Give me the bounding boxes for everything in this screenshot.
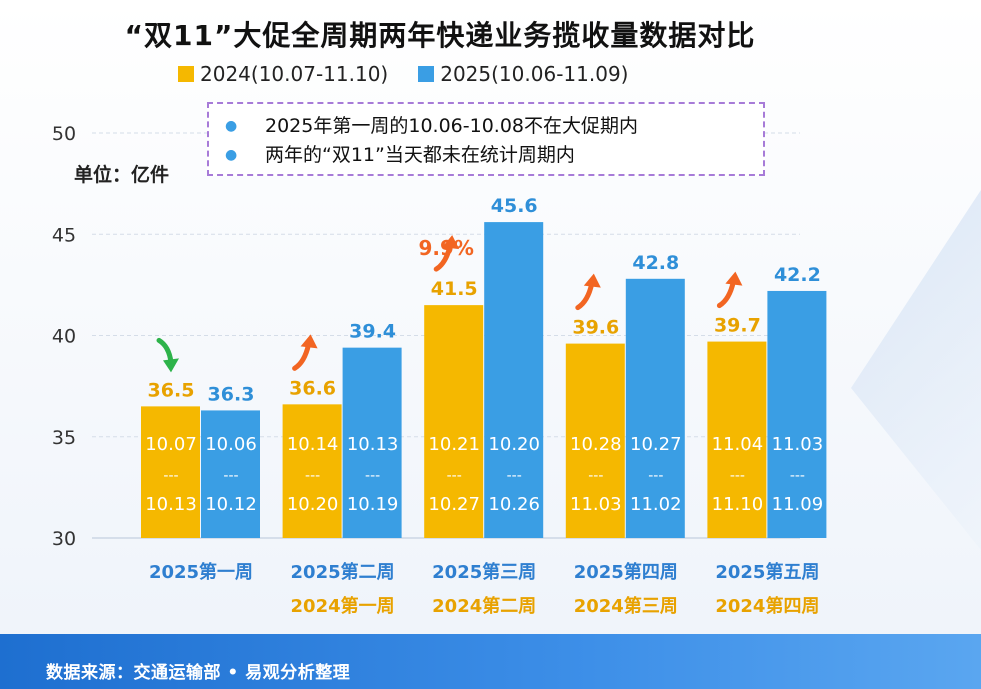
data-label: 41.5 <box>431 278 478 300</box>
period-label: --- <box>790 468 805 484</box>
data-label: 39.7 <box>714 315 761 337</box>
trend-up-arrow-icon <box>292 341 312 371</box>
period-label: 10.12 <box>205 494 257 515</box>
data-label: 39.6 <box>572 317 619 339</box>
footer-bar: 数据来源：交通运输部 • 易观分析整理 <box>0 634 981 689</box>
period-label: 10.13 <box>347 434 399 455</box>
bar-2025 <box>484 222 544 538</box>
chart-title: “双11”大促全周期两年快递业务揽收量数据对比 <box>124 19 756 52</box>
trend-up-arrow-icon <box>575 281 595 311</box>
period-label: --- <box>305 468 320 484</box>
period-label: 10.07 <box>145 434 197 455</box>
bar-2024 <box>424 305 484 538</box>
data-label: 42.2 <box>774 264 821 286</box>
period-label: --- <box>588 468 603 484</box>
period-label: --- <box>648 468 663 484</box>
period-label: 11.09 <box>772 494 824 515</box>
legend-label-2024: 2024(10.07-11.10) <box>200 62 389 86</box>
data-label: 45.6 <box>491 195 538 217</box>
note-line: ● 两年的“双11”当天都未在统计周期内 <box>225 141 763 170</box>
period-label: 11.03 <box>772 434 824 455</box>
legend-swatch-2024 <box>178 66 194 82</box>
x-category-label-2024: 2024第二周 <box>432 595 536 617</box>
legend-item-2024: 2024(10.07-11.10) <box>178 62 388 86</box>
data-label: 36.5 <box>148 379 195 401</box>
note-line: ● 2025年第一周的10.06-10.08不在大促期内 <box>225 112 763 141</box>
trend-down-arrow-icon <box>163 358 179 373</box>
period-label: 10.28 <box>570 434 622 455</box>
period-label: 10.20 <box>488 434 540 455</box>
period-label: 10.21 <box>428 434 480 455</box>
trend-up-arrow-icon <box>725 271 743 286</box>
trend-up-arrow-icon <box>300 334 318 349</box>
source-text: 数据来源：交通运输部 • 易观分析整理 <box>46 663 351 683</box>
x-category-label-2024: 2024第四周 <box>715 595 819 617</box>
trend-up-arrow-icon <box>583 273 601 288</box>
bullet-icon: ● <box>225 118 238 134</box>
period-label: 10.27 <box>428 494 480 515</box>
x-category-label-2025: 2025第四周 <box>574 561 678 583</box>
legend-item-2025: 2025(10.06-11.09) <box>418 62 628 86</box>
y-tick-label: 40 <box>52 326 76 348</box>
period-label: 10.06 <box>205 434 257 455</box>
y-tick-label: 30 <box>52 528 76 550</box>
period-label: --- <box>365 468 380 484</box>
period-label: --- <box>730 468 745 484</box>
x-category-label-2025: 2025第五周 <box>715 561 819 583</box>
data-label: 36.6 <box>289 377 336 399</box>
period-label: 10.13 <box>145 494 197 515</box>
period-label: 10.14 <box>287 434 339 455</box>
x-category-label-2025: 2025第二周 <box>291 561 395 583</box>
y-tick-label: 45 <box>52 224 76 246</box>
trend-up-arrow-icon <box>442 235 460 250</box>
period-label: --- <box>447 468 462 484</box>
bar-2024 <box>707 341 767 538</box>
trend-up-arrow-icon <box>716 279 736 309</box>
period-label: 10.19 <box>347 494 399 515</box>
period-label: 10.26 <box>488 494 540 515</box>
unit-label: 单位：亿件 <box>74 164 170 186</box>
trend-down-arrow-icon <box>156 337 174 365</box>
period-label: 10.20 <box>287 494 339 515</box>
growth-annotation: 9.9% <box>418 236 473 260</box>
period-label: 10.27 <box>630 434 682 455</box>
data-label: 39.4 <box>349 321 396 343</box>
period-label: 11.02 <box>630 494 682 515</box>
bar-2025 <box>342 347 402 538</box>
trend-up-arrow-icon <box>433 242 453 272</box>
note-text: 2025年第一周的10.06-10.08不在大促期内 <box>265 115 638 137</box>
bullet-icon: ● <box>225 147 238 163</box>
period-label: 11.03 <box>570 494 622 515</box>
bar-2024 <box>282 404 342 538</box>
period-label: --- <box>223 468 238 484</box>
data-label: 36.3 <box>208 383 255 405</box>
x-category-label-2025: 2025第三周 <box>432 561 536 583</box>
bar-2025 <box>625 278 685 538</box>
x-category-label-2024: 2024第三周 <box>574 595 678 617</box>
data-label: 42.8 <box>632 252 679 274</box>
bar-2025 <box>201 410 260 538</box>
period-label: --- <box>163 468 178 484</box>
bar-2025 <box>767 290 827 538</box>
period-label: --- <box>507 468 522 484</box>
x-category-label-2025: 2025第一周 <box>149 561 253 583</box>
note-box: ● 2025年第一周的10.06-10.08不在大促期内 ● 两年的“双11”当… <box>207 102 765 176</box>
legend-swatch-2025 <box>418 66 435 82</box>
legend-label-2025: 2025(10.06-11.09) <box>440 62 629 86</box>
x-category-label-2024: 2024第一周 <box>291 595 395 617</box>
legend: 2024(10.07-11.10) 2025(10.06-11.09) <box>178 62 628 86</box>
note-text: 两年的“双11”当天都未在统计周期内 <box>265 144 575 166</box>
bar-2024 <box>141 406 200 538</box>
y-tick-label: 50 <box>52 123 76 145</box>
period-label: 11.04 <box>712 434 764 455</box>
y-tick-label: 35 <box>52 427 76 449</box>
bar-2024 <box>565 343 625 538</box>
period-label: 11.10 <box>712 494 764 515</box>
